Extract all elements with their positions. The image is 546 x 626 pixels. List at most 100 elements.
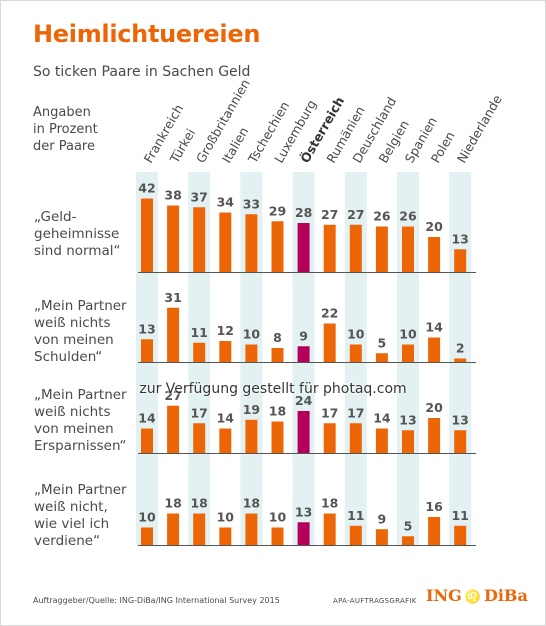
bar <box>271 221 284 272</box>
bar <box>297 522 310 545</box>
data-label: 26 <box>399 209 417 224</box>
bar <box>402 430 414 453</box>
chart-title: Heimlichtuereien <box>33 20 261 48</box>
bar <box>323 513 336 545</box>
data-label: 11 <box>347 508 364 523</box>
data-label: 11 <box>451 508 468 523</box>
data-label: 18 <box>164 496 181 511</box>
row-label-4: „Mein Partner weiß nicht, wie viel ich v… <box>34 482 127 549</box>
bar <box>454 525 467 545</box>
data-label: 13 <box>451 231 468 246</box>
data-label: 16 <box>425 499 443 514</box>
data-label: 14 <box>425 320 443 335</box>
bar <box>402 536 414 545</box>
data-label: 17 <box>321 405 338 420</box>
logo-text-diba: DiBa <box>483 586 528 605</box>
bar <box>454 430 467 453</box>
bar <box>349 344 362 362</box>
bar <box>193 423 206 453</box>
bar <box>428 517 441 545</box>
data-label: 18 <box>269 404 286 419</box>
data-label: 10 <box>243 327 261 342</box>
data-label: 14 <box>373 411 391 426</box>
data-label: 17 <box>190 405 207 420</box>
bar <box>402 344 414 362</box>
bar <box>245 344 258 362</box>
data-label: 17 <box>347 405 364 420</box>
data-label: 18 <box>243 496 260 511</box>
data-label: 10 <box>217 510 235 525</box>
data-label: 31 <box>164 290 181 305</box>
data-label: 13 <box>399 412 416 427</box>
bar <box>193 513 206 545</box>
data-label: 10 <box>399 327 417 342</box>
bar <box>297 223 310 272</box>
data-label: 24 <box>295 393 313 408</box>
data-label: 19 <box>243 402 260 417</box>
data-label: 9 <box>299 328 308 343</box>
bar <box>141 339 153 362</box>
data-label: 5 <box>378 335 387 350</box>
bar <box>428 418 441 453</box>
bar <box>454 249 467 272</box>
data-label: 28 <box>295 205 312 220</box>
bar <box>167 513 180 545</box>
bar <box>271 421 284 453</box>
chart-subtitle: So ticken Paare in Sachen Geld <box>33 64 251 80</box>
data-label: 9 <box>378 511 387 526</box>
data-label: 8 <box>273 330 282 345</box>
data-label: 12 <box>217 323 234 338</box>
bar <box>167 405 180 453</box>
bar <box>428 237 441 272</box>
bar <box>375 353 388 362</box>
bar <box>271 348 284 362</box>
data-label: 27 <box>164 388 181 403</box>
data-label: 14 <box>217 411 235 426</box>
data-label: 29 <box>269 203 286 218</box>
bar <box>245 419 258 453</box>
bar <box>349 525 362 545</box>
source-note: Auftraggeber/Quelle: ING-DiBa/ING Intern… <box>33 596 280 605</box>
row-label-3: „Mein Partner weiß nichts von meinen Ers… <box>34 387 127 454</box>
row-label-1: „Geld- geheimnisse sind normal“ <box>34 209 121 259</box>
bar <box>219 341 232 362</box>
data-label: 10 <box>347 327 365 342</box>
bar <box>219 527 232 545</box>
category-label: Niederlande <box>454 92 505 166</box>
data-label: 20 <box>425 219 443 234</box>
data-label: 38 <box>164 188 181 203</box>
data-label: 33 <box>243 196 260 211</box>
bar <box>219 212 232 272</box>
data-label: 20 <box>425 400 443 415</box>
bar <box>167 307 180 362</box>
data-label: 42 <box>138 181 155 196</box>
bar <box>219 428 232 453</box>
data-label: 5 <box>404 518 413 533</box>
data-label: 34 <box>217 195 235 210</box>
logo-text-ing: ING <box>426 586 462 605</box>
bar <box>193 342 206 362</box>
data-label: 18 <box>190 496 207 511</box>
bar <box>271 527 284 545</box>
bar <box>375 529 388 545</box>
data-label: 18 <box>321 496 338 511</box>
lion-icon: ♌ <box>464 590 481 605</box>
bar <box>375 226 388 272</box>
bar <box>454 358 467 362</box>
bar <box>323 224 336 272</box>
data-label: 37 <box>190 189 207 204</box>
bar <box>141 428 153 453</box>
data-label: 13 <box>451 412 468 427</box>
data-label: 22 <box>321 306 338 321</box>
data-label: 26 <box>373 209 391 224</box>
bar <box>193 207 206 272</box>
bar <box>167 205 180 272</box>
bar <box>375 428 388 453</box>
data-label: 11 <box>190 325 207 340</box>
bar <box>349 423 362 453</box>
bar <box>323 323 336 362</box>
bar <box>297 411 310 453</box>
data-label: 2 <box>456 341 465 356</box>
ing-diba-logo: ING ♌ DiBa <box>426 586 528 605</box>
